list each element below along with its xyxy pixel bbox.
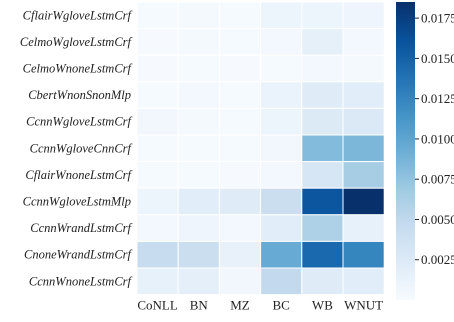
heatmap-cell — [218, 1, 262, 30]
heatmap-cell — [136, 81, 179, 109]
row-labels: CflairWgloveLstmCrf CelmoWgloveLstmCrf Cel… — [20, 8, 133, 288]
colorbar-tick-label: 0.0100 — [421, 131, 454, 146]
heatmap-cell — [342, 240, 385, 269]
heatmap-cell — [136, 187, 179, 216]
colorbar-tick-label: 0.0150 — [421, 51, 454, 66]
heatmap-cell — [301, 240, 344, 269]
heatmap-cell — [260, 81, 303, 109]
heatmap-cell — [260, 187, 303, 216]
heatmap-cell — [136, 134, 179, 163]
colorbar-tick-label: 0.0025 — [421, 252, 454, 267]
heatmap-cell — [301, 81, 344, 109]
heatmap-cell — [177, 28, 220, 56]
heatmap-cell — [301, 214, 344, 242]
heatmap-cell — [136, 161, 179, 189]
heatmap-cell — [177, 187, 220, 216]
heatmap-cell — [136, 214, 179, 242]
row-label: CbertWnonSnonMlp — [28, 88, 131, 102]
heatmap-cell — [342, 134, 385, 163]
row-label: CelmoWnoneLstmCrf — [23, 62, 133, 76]
heatmap-cell — [218, 267, 262, 296]
heatmap-cell — [301, 28, 344, 56]
heatmap-cell — [218, 134, 262, 163]
row-label: CcnnWgloveLstmCrf — [26, 115, 132, 129]
colorbar-ticks: 0.0025 0.0050 0.0075 0.0100 0.0125 0.0150 0.01… — [415, 11, 454, 267]
heatmap-cell — [177, 267, 220, 296]
heatmap-cell — [260, 214, 303, 242]
heatmap-cell — [342, 187, 385, 216]
row-label: CnoneWrandLstmCrf — [24, 248, 132, 262]
heatmap-cell — [301, 161, 344, 189]
heatmap-cell — [301, 1, 344, 30]
column-label: WNUT — [344, 298, 383, 313]
heatmap-cell — [136, 1, 179, 30]
row-label: CflairWgloveLstmCrf — [23, 8, 133, 22]
heatmap-cell — [342, 161, 385, 189]
heatmap-cell — [301, 187, 344, 216]
row-label: CcnnWrandLstmCrf — [30, 221, 132, 235]
column-label: BN — [190, 298, 209, 313]
heatmap-cell — [218, 107, 262, 136]
heatmap-cell — [218, 81, 262, 109]
column-label: CoNLL — [137, 298, 178, 313]
colorbar-tick-label: 0.0175 — [421, 11, 454, 26]
colorbar-tick-label: 0.0075 — [421, 172, 454, 187]
heatmap-cell — [136, 107, 179, 136]
column-label: MZ — [230, 298, 250, 313]
heatmap-cell — [136, 54, 179, 83]
heatmap-cell — [260, 28, 303, 56]
heatmap-cell — [136, 267, 179, 296]
row-label: CcnnWgloveLstmMlp — [23, 195, 131, 209]
heatmap-cell — [260, 240, 303, 269]
colorbar-gradient — [396, 2, 415, 300]
heatmap-cell — [342, 267, 385, 296]
colorbar: 0.0025 0.0050 0.0075 0.0100 0.0125 0.0150 0.01… — [396, 2, 454, 300]
heatmap-cell — [301, 267, 344, 296]
heatmap-cell — [260, 267, 303, 296]
column-labels: CoNLL BN MZ BC WB WNUT — [137, 298, 383, 313]
heatmap-cell — [260, 1, 303, 30]
heatmap-cell — [177, 240, 220, 269]
heatmap-cells — [136, 1, 385, 296]
heatmap-cell — [342, 28, 385, 56]
colorbar-tick-label: 0.0050 — [421, 212, 454, 227]
column-label: WB — [312, 298, 333, 313]
heatmap-cell — [301, 134, 344, 163]
heatmap-cell — [218, 214, 262, 242]
row-label: CelmoWgloveLstmCrf — [20, 35, 133, 49]
heatmap-cell — [342, 214, 385, 242]
heatmap-cell — [177, 54, 220, 83]
heatmap-cell — [218, 161, 262, 189]
heatmap-cell — [177, 107, 220, 136]
heatmap-cell — [218, 240, 262, 269]
column-label: BC — [273, 298, 290, 313]
colorbar-tick-label: 0.0125 — [421, 91, 454, 106]
heatmap-cell — [136, 240, 179, 269]
heatmap-cell — [218, 28, 262, 56]
heatmap-cell — [260, 107, 303, 136]
row-label: CcnnWgloveCnnCrf — [30, 141, 133, 155]
heatmap-cell — [342, 54, 385, 83]
heatmap-cell — [136, 28, 179, 56]
heatmap-cell — [177, 134, 220, 163]
heatmap-cell — [218, 187, 262, 216]
heatmap-cell — [260, 54, 303, 83]
heatmap-cell — [260, 134, 303, 163]
heatmap-cell — [342, 1, 385, 30]
row-label: CflairWnoneLstmCrf — [25, 168, 132, 182]
heatmap-cell — [177, 81, 220, 109]
heatmap-cell — [177, 214, 220, 242]
heatmap-cell — [301, 107, 344, 136]
heatmap-cell — [218, 54, 262, 83]
heatmap-cell — [342, 107, 385, 136]
heatmap-cell — [301, 54, 344, 83]
heatmap-cell — [260, 161, 303, 189]
heatmap-cell — [177, 1, 220, 30]
heatmap-cell — [342, 81, 385, 109]
heatmap-cell — [177, 161, 220, 189]
row-label: CcnnWnoneLstmCrf — [29, 274, 133, 288]
